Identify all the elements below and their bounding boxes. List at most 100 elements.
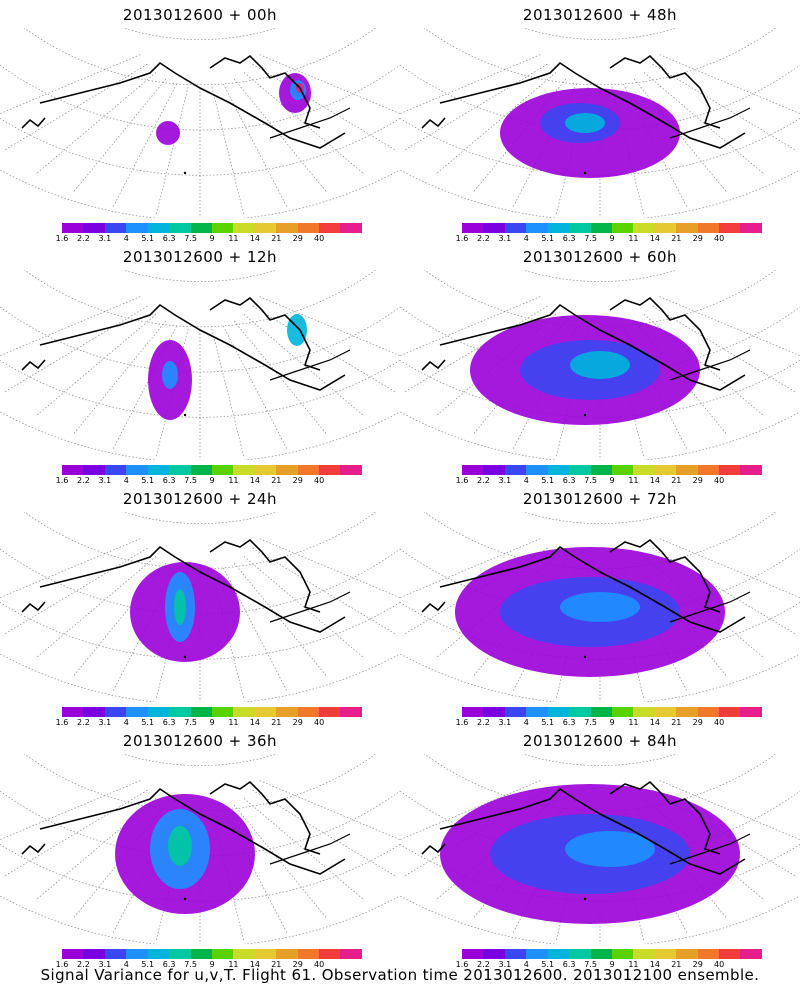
colorbar-swatch (740, 223, 762, 233)
colorbar-swatch (611, 707, 634, 717)
colorbar-swatch (340, 223, 362, 233)
colorbar-label: 9 (209, 960, 215, 969)
colorbar-label: 29 (692, 718, 703, 727)
colorbar-swatch (319, 707, 341, 717)
colorbar-label: 7.5 (184, 718, 197, 727)
colorbar-swatch (462, 223, 484, 233)
colorbar-label: 3.1 (498, 718, 512, 727)
colorbar-swatch (676, 707, 698, 717)
colorbar-swatch (483, 949, 505, 959)
colorbar-swatch (547, 465, 570, 475)
colorbar-swatch (676, 465, 698, 475)
colorbar-label: 14 (249, 718, 260, 727)
colorbar-swatch (104, 949, 127, 959)
colorbar-swatch (104, 707, 127, 717)
colorbar-swatch (211, 465, 234, 475)
colorbar-label: 7.5 (184, 960, 197, 969)
panel-title: 2013012600 + 36h (122, 732, 278, 750)
colorbar-label: 9 (209, 476, 215, 485)
map-plot (0, 754, 400, 944)
colorbar-label: 40 (314, 718, 325, 727)
colorbar-label: 4 (123, 718, 129, 727)
colorbar-swatch (254, 707, 277, 717)
colorbar-swatch (740, 949, 762, 959)
colorbar-label: 2.2 (477, 234, 490, 243)
colorbar-label: 11 (628, 718, 639, 727)
colorbar-label: 2.2 (477, 960, 490, 969)
colorbar-label: 14 (649, 234, 660, 243)
colorbar-label: 1.6 (55, 960, 69, 969)
colorbar-swatch (147, 707, 170, 717)
colorbar-label: 5.1 (541, 476, 555, 485)
colorbar-label: 29 (292, 234, 303, 243)
map-plot (0, 270, 400, 460)
colorbar-swatch (697, 707, 720, 717)
colorbar-swatch (169, 949, 191, 959)
colorbar-swatch (340, 707, 362, 717)
colorbar-swatch (654, 223, 677, 233)
colorbar-swatch (590, 707, 612, 717)
colorbar-label: 2.2 (77, 960, 90, 969)
colorbar-swatch (233, 223, 255, 233)
colorbar-swatch (569, 949, 591, 959)
colorbar-swatch (633, 465, 655, 475)
figure-caption: Signal Variance for u,v,T. Flight 61. Ob… (40, 966, 760, 984)
colorbar (62, 223, 362, 233)
colorbar-swatch (504, 223, 527, 233)
colorbar-swatch (611, 223, 634, 233)
map-plot (0, 512, 400, 702)
colorbar-swatch (483, 465, 505, 475)
colorbar-label: 9 (209, 234, 215, 243)
colorbar-label: 21 (271, 476, 282, 485)
colorbar-labels: 1.6 2.2 3.1 4 5.1 6.3 7.5 9 11 14 21 29 40 (56, 718, 362, 730)
colorbar-swatch (547, 707, 570, 717)
colorbar-label: 1.6 (455, 476, 469, 485)
colorbar-swatch (590, 949, 612, 959)
colorbar-swatch (126, 707, 148, 717)
colorbar-swatch (319, 949, 341, 959)
colorbar-label: 9 (609, 718, 615, 727)
colorbar-label: 29 (292, 960, 303, 969)
colorbar-swatch (654, 465, 677, 475)
colorbar-swatch (190, 707, 212, 717)
colorbar-swatch (297, 949, 320, 959)
colorbar-label: 4 (523, 476, 529, 485)
map-panel: 2013012600 + 48h 1.6 2.2 3.1 4 5.1 6.3 7.5 9 11 14… (400, 0, 800, 250)
colorbar-label: 21 (671, 234, 682, 243)
colorbar-swatch (569, 223, 591, 233)
colorbar-swatch (169, 465, 191, 475)
colorbar-swatch (569, 465, 591, 475)
colorbar-label: 11 (228, 718, 239, 727)
colorbar-swatch (211, 223, 234, 233)
colorbar-label: 29 (692, 960, 703, 969)
colorbar-label: 29 (692, 476, 703, 485)
panel-title: 2013012600 + 48h (522, 6, 678, 24)
colorbar-labels: 1.6 2.2 3.1 4 5.1 6.3 7.5 9 11 14 21 29 40 (56, 960, 362, 972)
colorbar-swatch (611, 465, 634, 475)
colorbar-label: 11 (228, 234, 239, 243)
colorbar-labels: 1.6 2.2 3.1 4 5.1 6.3 7.5 9 11 14 21 29 40 (56, 476, 362, 488)
colorbar-label: 11 (228, 960, 239, 969)
colorbar-swatch (697, 949, 720, 959)
colorbar-swatch (169, 707, 191, 717)
map-panel: 2013012600 + 36h 1.6 2.2 3.1 4 5.1 6.3 7.5 9 11 14… (0, 726, 400, 976)
colorbar-label: 2.2 (77, 234, 90, 243)
colorbar-swatch (276, 949, 298, 959)
colorbar-swatch (569, 707, 591, 717)
colorbar-swatch (526, 949, 548, 959)
colorbar-swatch (340, 949, 362, 959)
colorbar-swatch (254, 465, 277, 475)
colorbar-swatch (526, 465, 548, 475)
colorbar-swatch (297, 223, 320, 233)
colorbar-swatch (190, 949, 212, 959)
colorbar-label: 9 (609, 476, 615, 485)
colorbar-label: 6.3 (562, 960, 576, 969)
colorbar-swatch (719, 223, 741, 233)
colorbar-label: 21 (671, 476, 682, 485)
colorbar-swatch (719, 707, 741, 717)
colorbar-label: 14 (649, 960, 660, 969)
colorbar-swatch (504, 949, 527, 959)
map-panel: 2013012600 + 12h 1.6 2.2 3.1 4 5.1 6.3 7.5 9 11 14… (0, 242, 400, 492)
colorbar (62, 707, 362, 717)
colorbar-swatch (633, 949, 655, 959)
